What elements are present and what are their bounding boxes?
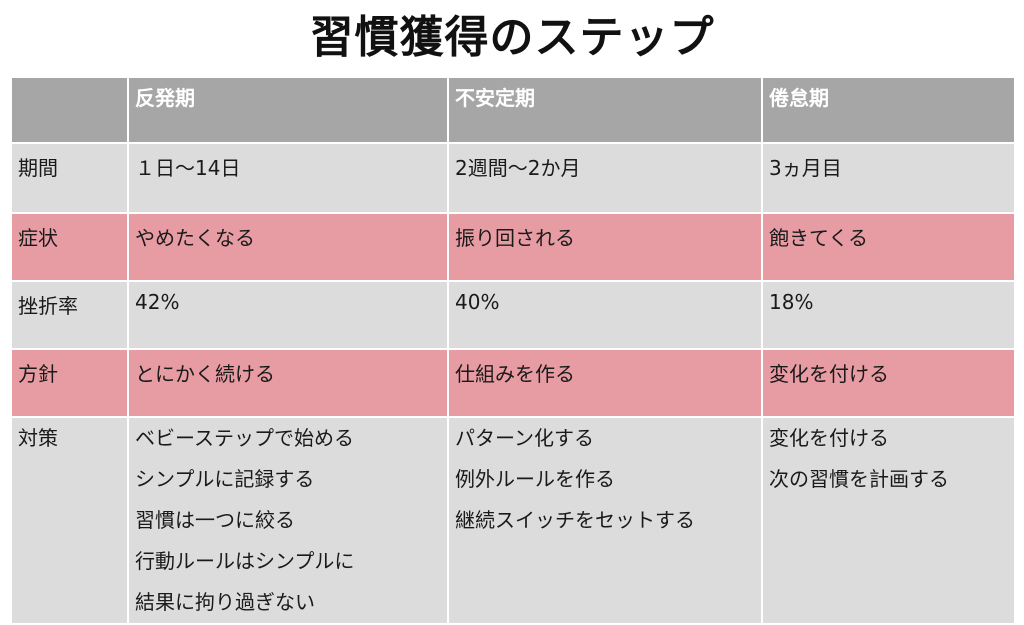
- table-row: 挫折率 42% 40% 18%: [10, 280, 1016, 350]
- table-cell: とにかく続ける: [127, 348, 449, 418]
- table-cell: 振り回される: [447, 212, 763, 282]
- header-cell-unstable: 不安定期: [447, 76, 763, 144]
- table-cell: パターン化する 例外ルールを作る 継続スイッチをセットする: [447, 416, 763, 625]
- measure-item: 結果に拘り過ぎない: [135, 590, 315, 614]
- measure-item: ベビーステップで始める: [135, 426, 354, 450]
- header-cell-blank: [10, 76, 129, 144]
- row-label: 対策: [10, 416, 129, 625]
- measure-item: 継続スイッチをセットする: [455, 508, 695, 532]
- table-cell: やめたくなる: [127, 212, 449, 282]
- table-cell: 2週間〜2か月: [447, 142, 763, 214]
- table-cell: 飽きてくる: [761, 212, 1016, 282]
- row-label: 期間: [10, 142, 129, 214]
- table-header-row: 反発期 不安定期 倦怠期: [10, 76, 1016, 144]
- habit-steps-table: 反発期 不安定期 倦怠期 期間 １日〜14日 2週間〜2か月 3ヵ月目 症状 や…: [10, 76, 1016, 625]
- header-cell-rebound: 反発期: [127, 76, 449, 144]
- page-title: 習慣獲得のステップ: [309, 12, 715, 63]
- table-cell: 40%: [447, 280, 763, 350]
- measure-item: 変化を付ける: [769, 426, 889, 450]
- table-cell: 18%: [761, 280, 1016, 350]
- table-cell: 42%: [127, 280, 449, 350]
- table-row: 期間 １日〜14日 2週間〜2か月 3ヵ月目: [10, 142, 1016, 214]
- row-label: 症状: [10, 212, 129, 282]
- table-row: 症状 やめたくなる 振り回される 飽きてくる: [10, 212, 1016, 282]
- table-cell: 変化を付ける: [761, 348, 1016, 418]
- table-cell: 3ヵ月目: [761, 142, 1016, 214]
- row-label-text: 対策: [18, 426, 58, 450]
- table-cell: 仕組みを作る: [447, 348, 763, 418]
- measure-item: 例外ルールを作る: [455, 467, 615, 491]
- measure-item: パターン化する: [455, 426, 594, 450]
- measure-item: 習慣は一つに絞る: [135, 508, 295, 532]
- measure-item: 次の習慣を計画する: [769, 467, 949, 491]
- table-cell: 変化を付ける 次の習慣を計画する: [761, 416, 1016, 625]
- row-label: 方針: [10, 348, 129, 418]
- header-cell-fatigue: 倦怠期: [761, 76, 1016, 144]
- table-cell: ベビーステップで始める シンプルに記録する 習慣は一つに絞る 行動ルールはシンプ…: [127, 416, 449, 625]
- table-row: 方針 とにかく続ける 仕組みを作る 変化を付ける: [10, 348, 1016, 418]
- row-label: 挫折率: [10, 280, 129, 350]
- measure-item: シンプルに記録する: [135, 467, 315, 491]
- table-cell: １日〜14日: [127, 142, 449, 214]
- measure-item: 行動ルールはシンプルに: [135, 549, 355, 573]
- table-row: 対策 ベビーステップで始める シンプルに記録する 習慣は一つに絞る 行動ルールは…: [10, 416, 1016, 625]
